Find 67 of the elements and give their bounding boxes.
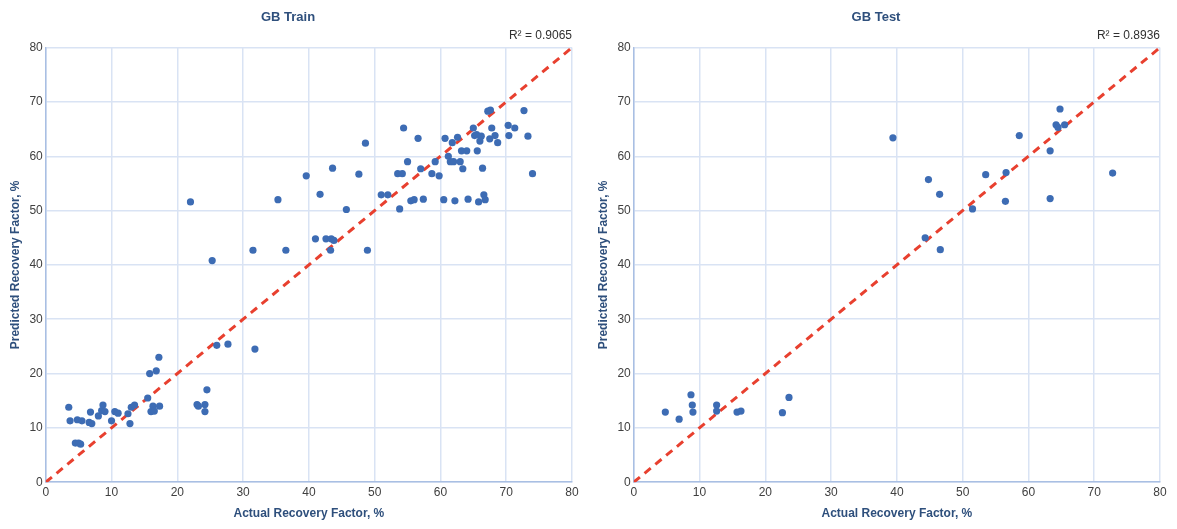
- x-tick-label: 30: [236, 484, 251, 499]
- chart-title: GB Test: [851, 9, 902, 25]
- x-tick-label: 70: [499, 484, 514, 499]
- y-tick-label: 20: [29, 365, 44, 380]
- y-tick-label: 80: [617, 39, 632, 54]
- x-tick-label: 80: [1153, 484, 1167, 499]
- x-tick-label: 70: [1087, 484, 1102, 499]
- y-tick-label: 30: [29, 311, 44, 326]
- y-tick-label: 0: [624, 474, 632, 489]
- y-tick-label: 10: [29, 420, 44, 435]
- point: [785, 393, 793, 402]
- x-tick-label: 50: [955, 484, 970, 499]
- y-axis-title: Predicted Recovery Factor, %: [595, 180, 610, 350]
- point: [1015, 132, 1023, 140]
- y-tick-label: 70: [617, 94, 632, 109]
- point: [889, 134, 897, 142]
- y-tick-label: 50: [617, 202, 632, 217]
- point: [1109, 169, 1117, 177]
- y-tick-label: 60: [617, 148, 632, 163]
- point: [1056, 105, 1064, 113]
- x-tick-label: 40: [302, 484, 316, 499]
- point: [982, 171, 990, 179]
- x-tick-label: 30: [824, 484, 839, 499]
- y-tick-label: 70: [29, 94, 44, 109]
- x-tick-label: 20: [758, 484, 773, 499]
- x-tick-label: 50: [367, 484, 382, 499]
- x-axis-title: Actual Recovery Factor, %: [821, 506, 973, 521]
- x-tick-label: 60: [1021, 484, 1036, 499]
- point: [737, 407, 745, 415]
- point: [1046, 147, 1054, 155]
- x-tick-label: 10: [692, 484, 707, 499]
- text: R² = 0.8936: [1096, 27, 1161, 42]
- x-tick-label: 80: [565, 484, 579, 499]
- y-tick-label: 40: [29, 257, 44, 272]
- point: [778, 409, 787, 417]
- y-tick-label: 30: [617, 311, 632, 326]
- x-tick-label: 40: [890, 484, 904, 499]
- y-tick-label: 20: [617, 365, 632, 380]
- y-tick-label: 60: [29, 148, 44, 163]
- point: [936, 190, 944, 198]
- y-tick-label: 80: [29, 39, 44, 54]
- point: [689, 408, 697, 416]
- x-axis-title: Actual Recovery Factor, %: [233, 506, 385, 521]
- y-tick-label: 10: [617, 420, 632, 435]
- point: [688, 401, 696, 409]
- point: [675, 415, 683, 423]
- point: [968, 205, 977, 213]
- text: R² = 0.9065: [508, 27, 573, 42]
- point: [1002, 168, 1010, 177]
- point: [936, 246, 944, 254]
- point: [1001, 197, 1010, 205]
- point: [687, 391, 695, 399]
- y-tick-label: 0: [36, 474, 44, 489]
- y-tick-label: 50: [29, 202, 44, 217]
- point: [924, 176, 933, 184]
- x-tick-label: 60: [433, 484, 448, 499]
- y-tick-label: 40: [617, 257, 632, 272]
- point: [713, 401, 721, 409]
- x-tick-label: 10: [104, 484, 119, 499]
- point: [661, 408, 669, 416]
- point: [1046, 195, 1054, 203]
- x-tick-label: 20: [170, 484, 185, 499]
- point: [921, 234, 929, 242]
- point: [1061, 121, 1069, 129]
- y-axis-title: Predicted Recovery Factor, %: [7, 180, 22, 350]
- chart-title: GB Train: [260, 9, 316, 25]
- point: [713, 407, 721, 415]
